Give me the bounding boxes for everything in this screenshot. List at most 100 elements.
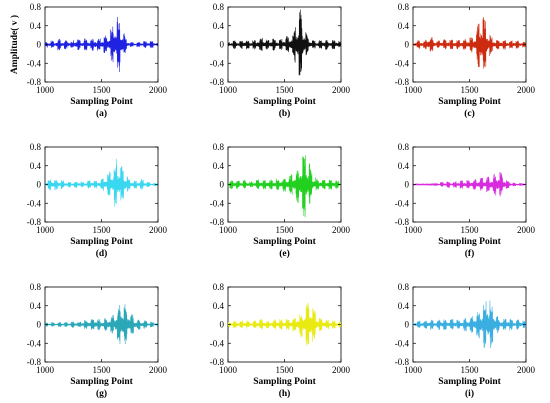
- y-tick-label: 0.8: [213, 142, 225, 152]
- y-tick-label: 0: [37, 40, 42, 50]
- x-axis-label: Sampling Point: [70, 237, 133, 247]
- x-tick-label: 1000: [36, 365, 55, 375]
- y-tick-label: -0.8: [210, 217, 225, 227]
- y-tick-label: 0: [220, 40, 225, 50]
- y-tick-label: -0.4: [27, 58, 42, 68]
- x-tick-label: 1000: [219, 85, 238, 95]
- panel-label: (d): [96, 248, 108, 259]
- x-tick-label: 1000: [404, 225, 423, 235]
- y-tick-label: 0.4: [30, 161, 42, 171]
- x-tick-label: 2000: [517, 85, 536, 95]
- panel-label: (c): [464, 108, 475, 119]
- panel-label: (f): [465, 248, 475, 259]
- x-axis-label: Sampling Point: [253, 237, 316, 247]
- x-tick-label: 1000: [404, 85, 423, 95]
- signal-trace: [413, 17, 526, 69]
- x-tick-label: 1000: [36, 225, 55, 235]
- y-tick-label: -0.4: [210, 198, 225, 208]
- x-tick-label: 1000: [219, 225, 238, 235]
- y-tick-label: 0.4: [213, 161, 225, 171]
- y-tick-label: 0.8: [213, 2, 225, 12]
- x-tick-label: 1500: [93, 225, 112, 235]
- x-axis-label: Sampling Point: [70, 97, 133, 107]
- x-axis-label: Sampling Point: [70, 377, 133, 387]
- x-tick-label: 2000: [149, 225, 168, 235]
- x-tick-label: 1000: [404, 365, 423, 375]
- y-tick-label: -0.8: [395, 77, 410, 87]
- y-tick-label: -0.8: [395, 217, 410, 227]
- panel-label: (e): [279, 248, 290, 259]
- y-tick-label: -0.8: [27, 357, 42, 367]
- panel-label: (g): [96, 388, 107, 399]
- y-tick-label: -0.4: [395, 58, 410, 68]
- y-tick-label: -0.4: [210, 58, 225, 68]
- y-tick-label: -0.4: [210, 338, 225, 348]
- x-axis-label: Sampling Point: [253, 377, 316, 387]
- y-tick-label: -0.4: [27, 338, 42, 348]
- x-tick-label: 1500: [276, 85, 295, 95]
- x-tick-label: 1500: [461, 85, 480, 95]
- x-tick-label: 1500: [276, 225, 295, 235]
- signal-trace: [228, 9, 341, 76]
- x-tick-label: 2000: [149, 85, 168, 95]
- y-tick-label: 0.8: [30, 142, 42, 152]
- y-tick-label: -0.8: [395, 357, 410, 367]
- x-tick-label: 2000: [517, 365, 536, 375]
- x-tick-label: 2000: [517, 225, 536, 235]
- y-tick-label: 0.4: [213, 21, 225, 31]
- y-tick-label: 0.8: [30, 2, 42, 12]
- y-tick-label: -0.8: [27, 217, 42, 227]
- x-axis-label: Sampling Point: [253, 97, 316, 107]
- x-tick-label: 1500: [461, 365, 480, 375]
- y-tick-label: 0.4: [30, 21, 42, 31]
- signal-trace: [45, 158, 158, 207]
- signal-trace: [228, 302, 341, 346]
- y-tick-label: 0.4: [30, 301, 42, 311]
- y-tick-label: 0.4: [398, 301, 410, 311]
- x-axis-label: Sampling Point: [438, 97, 501, 107]
- panel-label: (b): [279, 108, 291, 119]
- panel-label: (a): [96, 108, 107, 119]
- y-tick-label: 0.4: [398, 161, 410, 171]
- x-axis-label: Sampling Point: [438, 377, 501, 387]
- panel-label: (h): [279, 388, 291, 399]
- x-tick-label: 1500: [276, 365, 295, 375]
- y-tick-label: 0.8: [398, 282, 410, 292]
- y-tick-label: -0.8: [210, 357, 225, 367]
- y-tick-label: 0: [405, 180, 410, 190]
- y-tick-label: 0: [220, 180, 225, 190]
- x-tick-label: 1500: [93, 85, 112, 95]
- signal-trace: [45, 17, 158, 72]
- x-tick-label: 2000: [332, 225, 351, 235]
- signal-trace: [228, 155, 341, 218]
- x-tick-label: 2000: [149, 365, 168, 375]
- x-axis-label: Sampling Point: [438, 237, 501, 247]
- y-tick-label: 0: [405, 320, 410, 330]
- y-tick-label: 0: [220, 320, 225, 330]
- y-axis-label: Amplitude( v ): [9, 15, 20, 74]
- signal-trace: [413, 172, 526, 197]
- x-tick-label: 1500: [93, 365, 112, 375]
- y-tick-label: -0.4: [395, 338, 410, 348]
- y-tick-label: 0.8: [213, 282, 225, 292]
- y-tick-label: 0: [37, 180, 42, 190]
- x-tick-label: 2000: [332, 85, 351, 95]
- y-tick-label: -0.8: [210, 77, 225, 87]
- x-tick-label: 1000: [219, 365, 238, 375]
- y-tick-label: 0.8: [398, 142, 410, 152]
- y-tick-label: 0: [37, 320, 42, 330]
- panel-label: (i): [465, 388, 474, 399]
- x-tick-label: 2000: [332, 365, 351, 375]
- y-tick-label: -0.8: [27, 77, 42, 87]
- y-tick-label: 0.4: [213, 301, 225, 311]
- signal-trace: [413, 300, 526, 349]
